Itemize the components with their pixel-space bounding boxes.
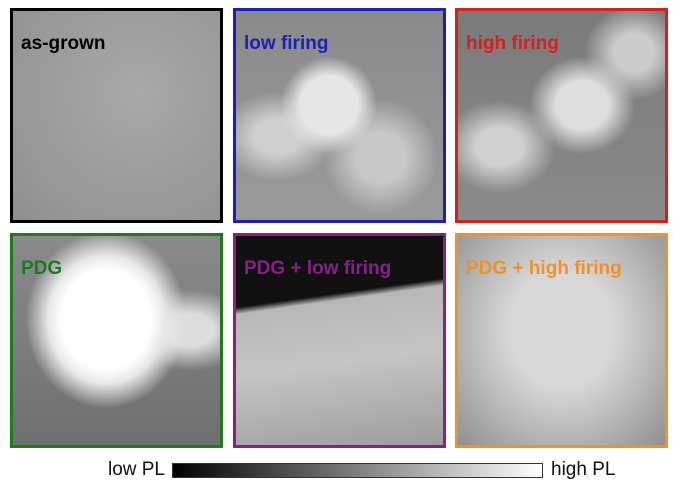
colorbar-high-label: high PL bbox=[551, 459, 615, 481]
colorbar-low-label: low PL bbox=[108, 459, 165, 481]
colorbar bbox=[172, 463, 543, 478]
pl-image-panel: PDG bbox=[10, 233, 223, 448]
panel-label: as-grown bbox=[21, 33, 105, 55]
panel-label: high firing bbox=[466, 33, 559, 55]
panel-label: low firing bbox=[244, 33, 328, 55]
pl-image-panel: high firing bbox=[455, 8, 668, 223]
pl-image-panel: PDG + low firing bbox=[233, 233, 446, 448]
pl-image-panel: low firing bbox=[233, 8, 446, 223]
panel-label: PDG + high firing bbox=[466, 258, 622, 280]
panel-label: PDG bbox=[21, 258, 62, 280]
pl-image-panel: as-grown bbox=[10, 8, 223, 223]
pl-image-panel: PDG + high firing bbox=[455, 233, 668, 448]
figure: as-grown low firing high firing PDG PDG + lo… bbox=[0, 0, 673, 489]
panel-label: PDG + low firing bbox=[244, 258, 391, 280]
